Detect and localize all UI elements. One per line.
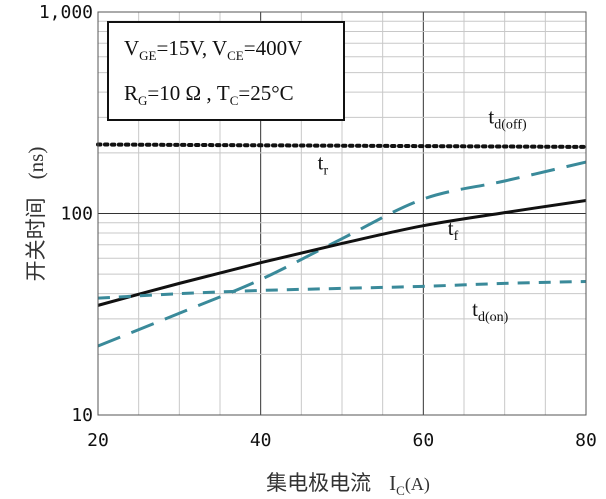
tick-labels: 20 40 60 80 10 100 1,000 <box>39 2 597 451</box>
y-tick-label: 10 <box>71 405 93 426</box>
series-layer <box>96 142 588 348</box>
series-labels: td(off) tr tf td(on) <box>318 104 527 325</box>
conditions-box: VGE=15V, VCE=400V RG=10 Ω , TC=25°C <box>107 21 345 121</box>
x-tick-label: 20 <box>87 430 109 451</box>
condition-line-1: VGE=15V, VCE=400V <box>124 36 302 63</box>
y-tick-label: 1,000 <box>39 2 93 23</box>
plot-frame <box>97 11 587 416</box>
x-axis-label: 集电极电流 IC(A) <box>266 471 430 498</box>
condition-line-2: RG=10 Ω , TC=25°C <box>124 81 294 108</box>
y-axis-label: 开关时间(ns) <box>24 147 48 282</box>
series-label-don: td(on) <box>472 297 509 325</box>
x-tick-label: 60 <box>412 430 434 451</box>
series-line-r <box>97 160 587 348</box>
y-tick-label: 100 <box>60 204 93 225</box>
series-line-f <box>97 199 587 307</box>
series-line-don <box>97 279 587 300</box>
x-tick-label: 80 <box>575 430 597 451</box>
series-label-r: tr <box>318 151 329 179</box>
x-tick-label: 40 <box>250 430 272 451</box>
series-label-f: tf <box>448 216 459 244</box>
series-line-doff <box>96 142 588 149</box>
series-label-doff: td(off) <box>488 104 527 132</box>
